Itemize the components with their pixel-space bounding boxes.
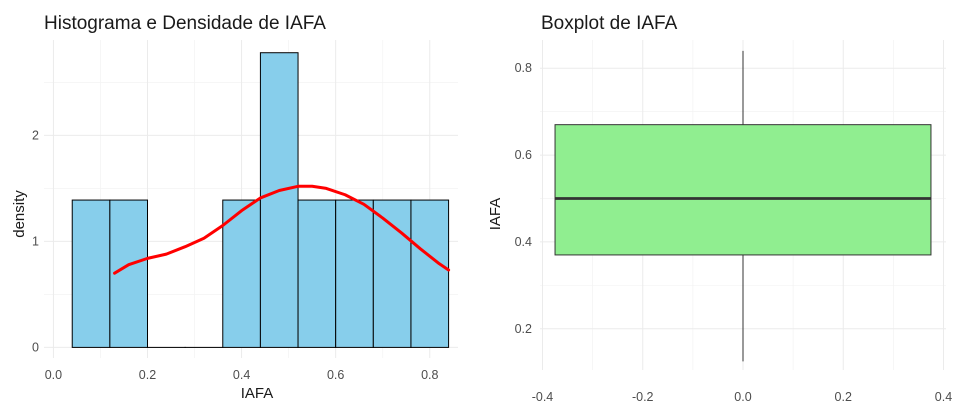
interquartile-box xyxy=(554,124,932,256)
boxplot-x-tick-label: -0.4 xyxy=(532,390,554,404)
histogram-y-tick-label: 0 xyxy=(32,340,39,354)
histogram-x-ticks: 0.0 0.2 0.4 0.6 0.8 xyxy=(45,368,439,382)
density-curve xyxy=(113,184,451,275)
boxplot-x-tick-label: 0.2 xyxy=(835,390,852,404)
histogram-x-axis-title: IAFA xyxy=(241,385,274,402)
histogram-x-tick-label: 0.4 xyxy=(233,368,250,382)
boxplot-y-tick-label: 0.2 xyxy=(515,322,532,336)
boxplot-x-tick-label: 0.4 xyxy=(935,390,952,404)
density-line xyxy=(113,184,451,275)
histogram-bar xyxy=(372,199,412,348)
histogram-panel: Histograma e Densidade de IAFA 0.0 0.2 0.4… xyxy=(11,13,458,402)
histogram-bars xyxy=(71,52,450,348)
histogram-bar xyxy=(335,199,374,348)
histogram-x-tick-label: 0.2 xyxy=(139,368,156,382)
histogram-y-ticks: 0 1 2 xyxy=(32,128,39,354)
boxplot-y-ticks: 0.2 0.4 0.6 0.8 xyxy=(515,61,532,336)
boxplot-x-ticks: -0.4 -0.2 0.0 0.2 0.4 xyxy=(532,390,952,404)
histogram-bar xyxy=(410,199,450,348)
histogram-bar xyxy=(297,199,337,348)
histogram-x-tick-label: 0.8 xyxy=(421,368,438,382)
histogram-x-tick-label: 0.0 xyxy=(45,368,62,382)
histogram-bar xyxy=(71,199,111,348)
boxplot-marks xyxy=(554,50,932,362)
histogram-bar xyxy=(259,52,299,348)
boxplot-panel: Boxplot de IAFA -0.4 -0.2 0.0 0.2 0.4 0.2 0.4… xyxy=(487,13,952,404)
boxplot-x-tick-label: 0.0 xyxy=(734,390,751,404)
histogram-title: Histograma e Densidade de IAFA xyxy=(44,13,326,34)
histogram-y-axis-title: density xyxy=(11,190,28,238)
boxplot-y-axis-title: IAFA xyxy=(487,198,504,231)
histogram-y-tick-label: 2 xyxy=(32,128,39,142)
histogram-x-tick-label: 0.6 xyxy=(327,368,344,382)
boxplot-y-tick-label: 0.8 xyxy=(515,61,532,75)
boxplot-title: Boxplot de IAFA xyxy=(541,13,678,34)
boxplot-x-tick-label: -0.2 xyxy=(632,390,654,404)
boxplot-y-tick-label: 0.4 xyxy=(515,235,532,249)
histogram-y-tick-label: 1 xyxy=(32,234,39,248)
boxplot-y-tick-label: 0.6 xyxy=(515,148,532,162)
